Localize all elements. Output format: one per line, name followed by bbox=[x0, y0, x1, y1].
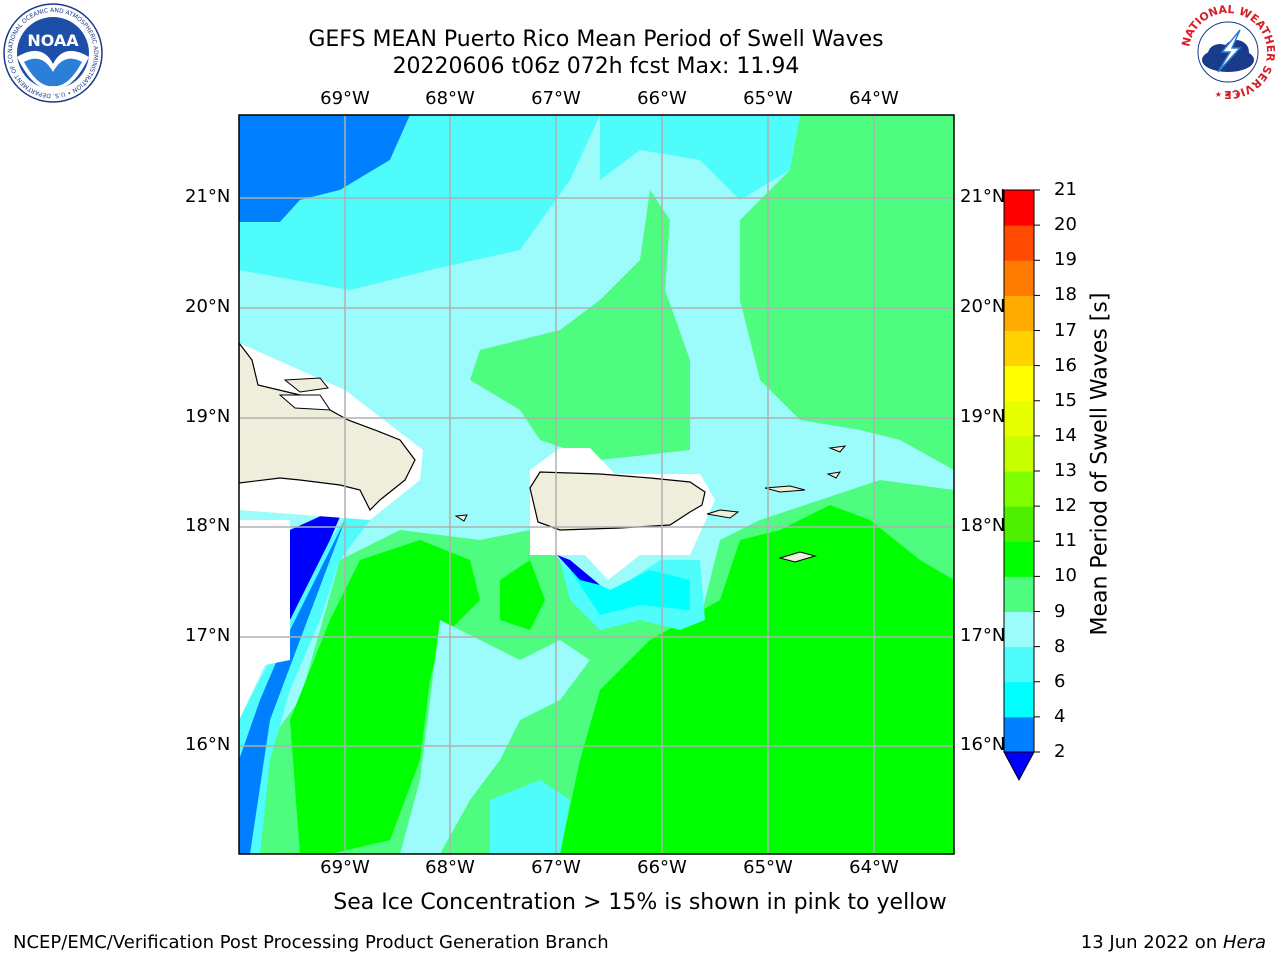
lon-label-top: 64°W bbox=[849, 88, 899, 109]
colorbar-tick-label: 21 bbox=[1054, 179, 1077, 200]
nws-logo: NATIONAL WEATHER SERVICE ★ ★ ★ bbox=[1179, 3, 1277, 101]
contour-fill bbox=[239, 115, 410, 222]
graticule bbox=[239, 115, 954, 854]
lat-label-right: 16°N bbox=[960, 734, 1006, 755]
lon-label-bottom: 65°W bbox=[743, 857, 793, 878]
footer-date: 13 Jun 2022 on Hera bbox=[1081, 932, 1266, 953]
noaa-logo-text: NOAA bbox=[27, 31, 79, 50]
contour-fill bbox=[239, 520, 345, 854]
lat-label-left: 17°N bbox=[185, 625, 231, 646]
colorbar-segment bbox=[1004, 435, 1034, 472]
contour-fill bbox=[560, 505, 954, 854]
lon-label-bottom: 68°W bbox=[425, 857, 475, 878]
colorbar-tick-label: 15 bbox=[1054, 389, 1077, 411]
colorbar-segment bbox=[1004, 576, 1034, 612]
colorbar-tick-label: 18 bbox=[1054, 284, 1077, 306]
colorbar-segment bbox=[1004, 260, 1034, 296]
colorbar-segment bbox=[1004, 471, 1034, 507]
land-island bbox=[826, 471, 842, 479]
colorbar-extend bbox=[1003, 751, 1035, 782]
land-island bbox=[778, 551, 817, 563]
footer-host: Hera bbox=[1222, 932, 1266, 953]
contour-fill bbox=[740, 115, 954, 470]
contour-fill bbox=[239, 115, 600, 290]
colorbar-tick-label: 10 bbox=[1054, 565, 1077, 587]
lon-label-top: 68°W bbox=[425, 88, 475, 109]
land-island bbox=[828, 445, 847, 453]
lon-label-top: 66°W bbox=[637, 88, 687, 109]
lon-label-bottom: 64°W bbox=[849, 857, 899, 878]
lat-label-left: 20°N bbox=[185, 296, 231, 317]
contour-fill bbox=[557, 555, 600, 585]
colorbar-tick-label: 16 bbox=[1054, 354, 1077, 376]
contour-fill bbox=[500, 560, 545, 630]
map-frame bbox=[238, 114, 955, 855]
colorbar-segment bbox=[1004, 295, 1034, 331]
lon-label-bottom: 69°W bbox=[320, 857, 370, 878]
colorbar-segment bbox=[1004, 541, 1034, 577]
contour-fill bbox=[490, 780, 570, 854]
swell-period-field bbox=[239, 115, 954, 854]
lat-label-right: 18°N bbox=[960, 515, 1006, 536]
lat-label-left: 16°N bbox=[185, 734, 231, 755]
noaa-logo: NATIONAL OCEANIC AND ATMOSPHERIC ADMINIS… bbox=[2, 2, 103, 103]
contour-fill bbox=[470, 190, 690, 460]
colorbar-tick-label: 6 bbox=[1054, 670, 1066, 692]
colorbar-label: Mean Period of Swell Waves [s] bbox=[1087, 292, 1113, 636]
lon-label-bottom: 67°W bbox=[531, 857, 581, 878]
colorbar-segment bbox=[1004, 611, 1034, 648]
colorbar-tick-label: 4 bbox=[1054, 705, 1066, 727]
colorbar-tick-label: 17 bbox=[1054, 319, 1077, 341]
masked-area bbox=[239, 520, 290, 720]
lon-label-bottom: 66°W bbox=[637, 857, 687, 878]
land-island bbox=[764, 485, 806, 493]
colorbar-tick-label: 9 bbox=[1054, 600, 1066, 622]
colorbar-segment bbox=[1004, 506, 1034, 542]
land-island bbox=[706, 509, 740, 519]
colorbar-tick-label: 11 bbox=[1054, 530, 1077, 552]
colorbar-tick-label: 14 bbox=[1054, 424, 1077, 446]
colorbar-tick-label: 12 bbox=[1054, 495, 1077, 517]
footer-date-text: 13 Jun 2022 on bbox=[1080, 932, 1223, 953]
svg-text:★ ★ ★: ★ ★ ★ bbox=[1215, 90, 1242, 99]
lat-label-left: 21°N bbox=[185, 186, 231, 207]
colorbar-tick-label: 8 bbox=[1054, 635, 1066, 657]
colorbar-tick-label: 2 bbox=[1054, 741, 1066, 762]
contour-fill bbox=[290, 540, 480, 854]
colorbar-segment bbox=[1004, 400, 1034, 437]
colorbar-segment bbox=[1004, 365, 1034, 402]
colorbar-segment bbox=[1004, 716, 1034, 753]
contour-fill bbox=[600, 115, 800, 200]
lat-label-right: 17°N bbox=[960, 625, 1006, 646]
colorbar-segment bbox=[1004, 681, 1034, 718]
contour-fill bbox=[400, 620, 590, 854]
colorbar-segment bbox=[1004, 646, 1034, 683]
colorbar-segment bbox=[1004, 330, 1034, 367]
contour-fill bbox=[290, 505, 345, 620]
footer-credit: NCEP/EMC/Verification Post Processing Pr… bbox=[13, 932, 609, 953]
sea-ice-note: Sea Ice Concentration > 15% is shown in … bbox=[333, 890, 947, 915]
lat-label-right: 19°N bbox=[960, 406, 1006, 427]
lat-label-right: 21°N bbox=[960, 186, 1006, 207]
colorbar-tick-label: 13 bbox=[1054, 460, 1077, 481]
chart-subtitle: 20220606 t06z 072h fcst Max: 11.94 bbox=[392, 54, 800, 79]
colorbar bbox=[1003, 189, 1040, 782]
colorbar-tick-label: 20 bbox=[1054, 214, 1077, 236]
lon-label-top: 65°W bbox=[743, 88, 793, 109]
lat-label-left: 19°N bbox=[185, 406, 231, 427]
lon-label-top: 69°W bbox=[320, 88, 370, 109]
colorbar-segment bbox=[1004, 225, 1034, 261]
land-island bbox=[454, 514, 468, 522]
colorbar-segment bbox=[1004, 190, 1034, 226]
lat-label-right: 20°N bbox=[960, 296, 1006, 317]
lon-label-top: 67°W bbox=[531, 88, 581, 109]
contour-fill bbox=[570, 570, 690, 615]
colorbar-tick-label: 19 bbox=[1054, 249, 1077, 271]
lat-label-left: 18°N bbox=[185, 515, 231, 536]
chart-title: GEFS MEAN Puerto Rico Mean Period of Swe… bbox=[308, 27, 884, 52]
